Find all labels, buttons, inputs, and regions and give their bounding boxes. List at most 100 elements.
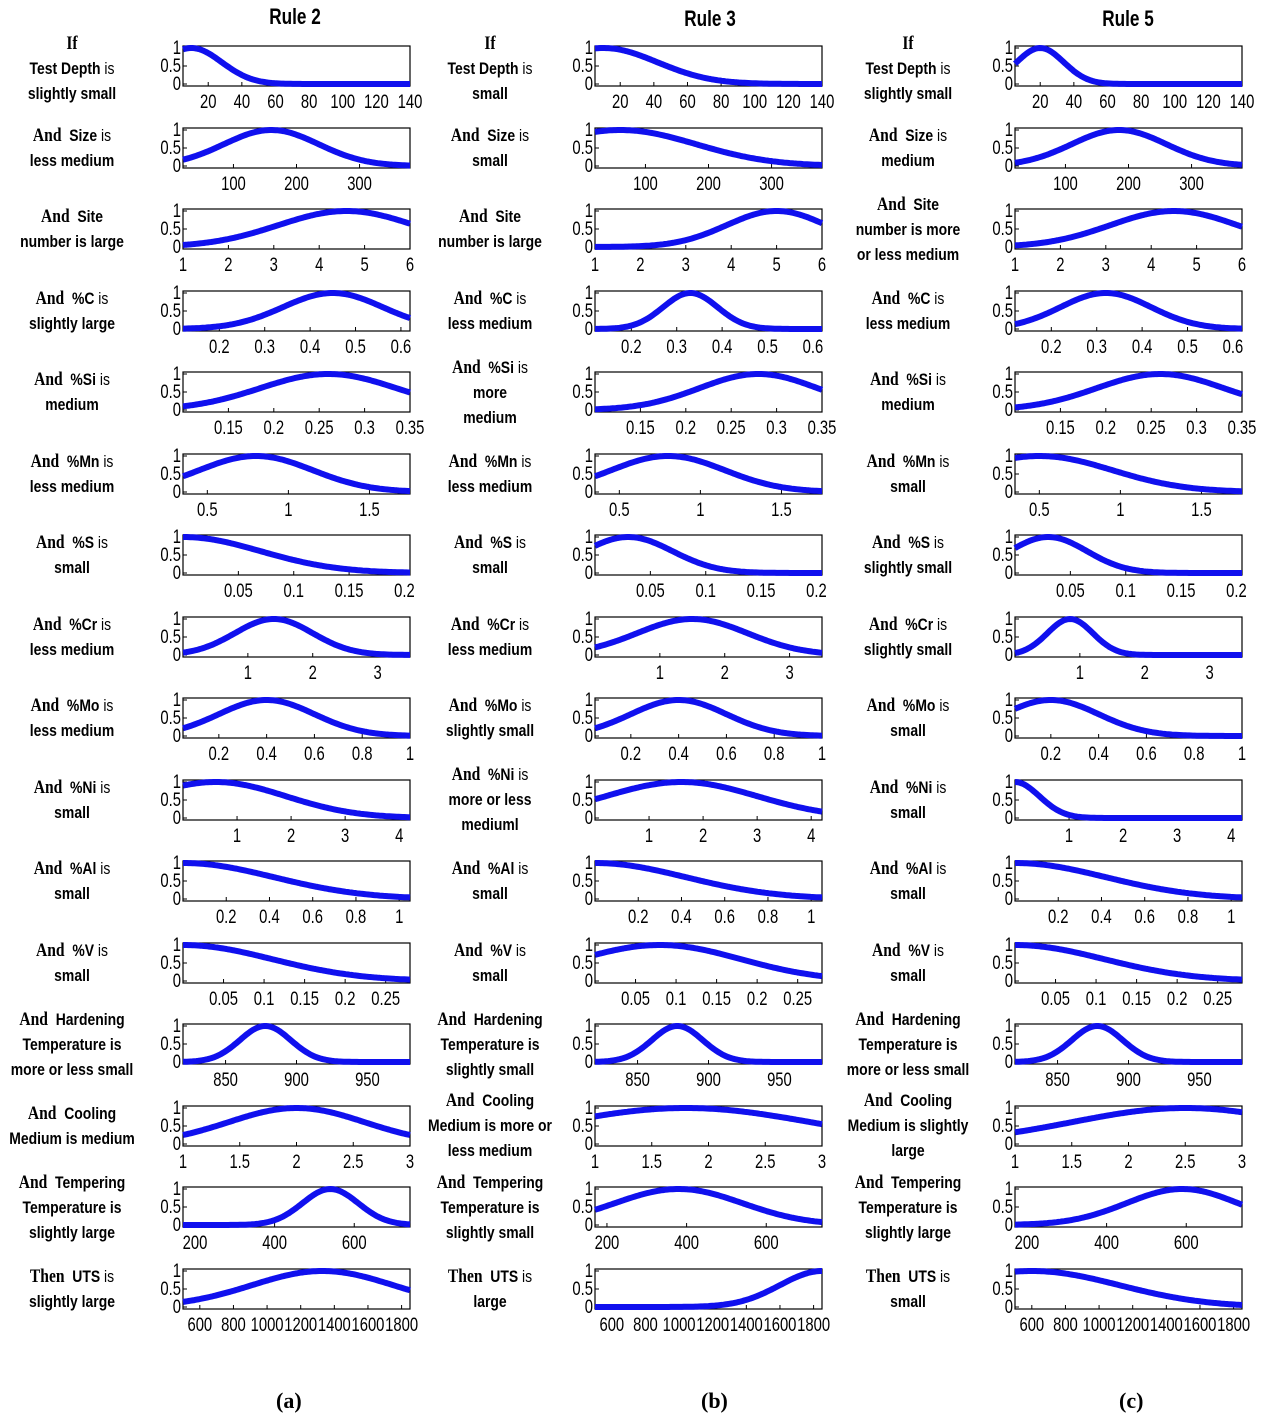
is-word: is	[517, 696, 532, 715]
x-tick-label: 0.15	[626, 417, 655, 438]
y-tick-label: 0	[585, 73, 593, 94]
connector-keyword: And	[872, 532, 901, 553]
membership-curve	[1013, 1023, 1244, 1065]
membership-curve	[593, 1267, 824, 1310]
membership-curve	[1012, 45, 1244, 87]
y-tick-label: 0	[585, 1296, 593, 1317]
membership-curve	[593, 534, 824, 576]
x-tick-label: 400	[1094, 1232, 1119, 1253]
y-tick-label: 0.5	[160, 300, 181, 321]
linguistic-term: slightly small	[863, 639, 953, 659]
y-tick-label: 0.5	[160, 789, 181, 810]
y-tick-label: 0	[1005, 155, 1013, 176]
x-tick-label: 120	[776, 91, 801, 112]
connector-keyword: And	[450, 613, 480, 635]
is-word: is	[96, 859, 111, 878]
membership-curve	[181, 1186, 412, 1228]
x-tick-label: 3	[1173, 825, 1181, 846]
connector-keyword: And	[451, 858, 481, 879]
if-keyword: If	[66, 32, 78, 54]
y-tick-label: 1	[173, 852, 181, 873]
y-tick-label: 0	[173, 73, 181, 94]
rule-condition-label: And %Al is small	[408, 856, 572, 906]
variable-name: %C	[907, 288, 931, 308]
linguistic-term-cont: more or less small	[846, 1059, 970, 1079]
linguistic-term: slightly large	[29, 313, 115, 333]
rule-condition-label: And %Mo is slightly small	[408, 693, 572, 743]
x-tick-label: 20	[200, 91, 216, 112]
x-tick-label: 1.5	[359, 499, 380, 520]
y-tick-label: 1	[1005, 852, 1013, 873]
y-tick-label: 0	[585, 399, 593, 420]
x-tick-label: 0.35	[1228, 417, 1257, 438]
membership-plot: 00.511 1.5 2 2.5 3	[160, 1097, 414, 1172]
rule-condition-label: Then UTS is slightly large	[0, 1264, 154, 1314]
y-tick-label: 0.5	[992, 55, 1013, 76]
x-tick-label: 0.3	[1186, 417, 1207, 438]
rule-condition-label: And Cooling Medium is medium	[0, 1101, 154, 1151]
x-tick-label: 1	[591, 1151, 599, 1172]
rule-condition-label: And Tempering Temperature is slightly larg…	[826, 1170, 990, 1245]
y-tick-label: 0	[173, 1214, 181, 1235]
membership-plot: 00.510.5 1 1.5	[572, 445, 824, 520]
y-tick-label: 0	[585, 318, 593, 339]
linguistic-term: Temperature is	[22, 1197, 122, 1217]
x-tick-label: 3	[1102, 254, 1110, 275]
x-tick-label: 3	[1238, 1151, 1246, 1172]
x-tick-label: 2	[1119, 825, 1127, 846]
y-tick-label: 0	[173, 399, 181, 420]
rule-condition-label: And %Al is small	[826, 856, 990, 906]
y-tick-label: 1	[1005, 771, 1013, 792]
y-tick-label: 1	[173, 1260, 181, 1281]
x-tick-label: 2	[1141, 662, 1149, 683]
y-tick-label: 1	[585, 934, 593, 955]
linguistic-term: number is more	[855, 219, 961, 239]
x-tick-label: 1	[1238, 743, 1246, 764]
y-tick-label: 0.5	[992, 137, 1013, 158]
variable-name: %V	[490, 940, 513, 960]
membership-plot: 00.510.5 1 1.5	[160, 445, 412, 520]
x-tick-label: 40	[234, 91, 250, 112]
connector-keyword: Then	[865, 1265, 901, 1287]
linguistic-term: Temperature is	[22, 1034, 122, 1054]
connector-keyword: And	[868, 124, 898, 146]
x-tick-label: 0.5	[197, 499, 218, 520]
y-tick-label: 0.5	[160, 952, 181, 973]
x-tick-label: 1200	[284, 1314, 317, 1335]
y-tick-label: 1	[585, 526, 593, 547]
x-tick-label: 0.6	[304, 743, 325, 764]
connector-keyword: Then	[29, 1265, 65, 1287]
is-word: is	[515, 614, 530, 634]
linguistic-term: small	[890, 965, 926, 985]
connector-keyword: And	[866, 450, 896, 472]
x-tick-label: 0.25	[1137, 417, 1166, 438]
x-tick-label: 0.3	[766, 417, 787, 438]
is-word: is	[512, 940, 526, 960]
x-tick-label: 0.1	[695, 580, 716, 601]
x-tick-label: 950	[355, 1069, 380, 1090]
rule-condition-label: And Site number is more or less medium	[826, 192, 990, 267]
x-tick-label: 0.6	[1134, 906, 1155, 927]
membership-plot: 00.51 0.15 0.2 0.25 0.3 0.35	[572, 363, 836, 438]
connector-keyword: And	[877, 193, 906, 215]
y-tick-label: 0.5	[992, 626, 1013, 647]
rule-condition-label: And %Mn is less medium	[0, 449, 154, 499]
x-tick-label: 0.2	[209, 743, 230, 764]
y-tick-label: 0.5	[572, 870, 593, 891]
linguistic-term-cont: mediuml	[461, 815, 519, 834]
y-tick-label: 1	[585, 200, 593, 221]
connector-keyword: And	[32, 124, 62, 146]
x-tick-label: 400	[674, 1232, 699, 1253]
membership-curve	[1013, 778, 1244, 821]
x-tick-label: 2.5	[1175, 1151, 1196, 1172]
x-tick-label: 200	[696, 173, 721, 194]
y-tick-label: 0.5	[992, 707, 1013, 728]
membership-curve	[593, 860, 824, 901]
x-tick-label: 1	[244, 662, 252, 683]
x-tick-label: 0.2	[1167, 988, 1188, 1009]
membership-plot: 00.51 200 400 600	[572, 1178, 824, 1253]
y-tick-label: 1	[173, 689, 181, 710]
is-word: is	[513, 357, 528, 377]
linguistic-term: small	[472, 558, 508, 577]
x-tick-label: 200	[595, 1232, 620, 1253]
